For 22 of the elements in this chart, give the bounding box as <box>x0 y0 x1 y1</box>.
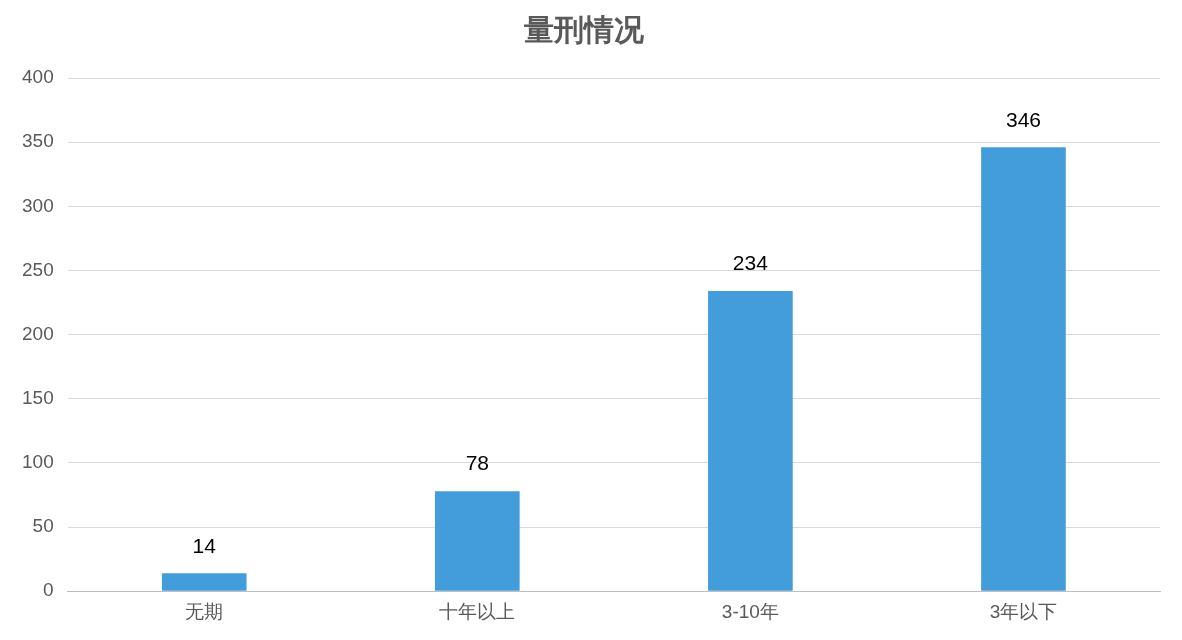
chart-title: 量刑情况 <box>524 13 645 47</box>
data-label: 14 <box>192 533 217 557</box>
y-tick-label: 0 <box>43 579 54 601</box>
y-tick-label: 50 <box>32 515 54 537</box>
data-label: 234 <box>732 251 769 275</box>
x-tick-label: 3-10年 <box>721 600 779 622</box>
y-tick-label: 300 <box>22 194 54 216</box>
y-tick-label: 400 <box>22 66 54 88</box>
y-tick-label: 350 <box>22 130 54 152</box>
bar <box>708 290 793 591</box>
x-tick-label: 无期 <box>185 600 224 622</box>
x-tick-label: 十年以上 <box>439 600 516 622</box>
y-tick-label: 250 <box>22 258 54 280</box>
data-label: 346 <box>1005 107 1041 131</box>
y-tick-label: 150 <box>22 386 54 408</box>
y-tick-label: 200 <box>22 322 54 344</box>
bar <box>434 491 520 591</box>
bar <box>161 573 247 591</box>
data-label: 78 <box>465 451 489 475</box>
bar <box>981 147 1066 591</box>
y-tick-label: 100 <box>22 451 54 473</box>
x-tick-label: 3年以下 <box>989 600 1058 622</box>
